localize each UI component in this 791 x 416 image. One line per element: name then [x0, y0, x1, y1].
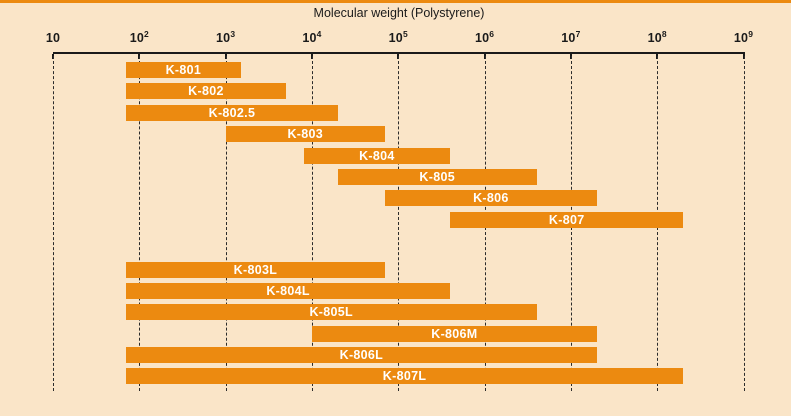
x-tick-label: 109: [733, 28, 754, 45]
bar-label: K-806M: [431, 327, 478, 341]
range-bar-k-802.5: K-802.5: [125, 105, 338, 121]
x-tick-label: 107: [561, 28, 581, 45]
x-tick-label: 105: [388, 28, 408, 45]
bar-label: K-805: [419, 170, 455, 184]
bar-label: K-801: [165, 63, 202, 77]
decade-gridline: [139, 56, 141, 391]
range-bar-k-806l: K-806L: [125, 347, 597, 363]
bar-label: K-803: [287, 127, 324, 141]
bar-label: K-803L: [233, 263, 278, 277]
bar-label: K-802: [188, 84, 224, 98]
range-bar-k-806: K-806: [384, 190, 597, 206]
range-bar-k-803: K-803: [225, 126, 385, 142]
range-bar-k-801: K-801: [125, 62, 241, 78]
range-bar-k-803l: K-803L: [125, 262, 385, 278]
x-tick-label: 10: [45, 31, 61, 45]
range-bar-k-807l: K-807L: [125, 368, 684, 384]
x-axis-line: [53, 52, 745, 54]
range-bar-k-806m: K-806M: [311, 326, 597, 342]
bar-label: K-802.5: [208, 106, 256, 120]
range-bar-k-802: K-802: [125, 83, 286, 99]
top-accent-strip: [0, 0, 791, 3]
x-tick-label: 108: [647, 28, 667, 45]
x-tick-label: 104: [302, 28, 322, 45]
decade-gridline: [311, 56, 313, 391]
decade-gridline: [743, 56, 745, 391]
bar-label: K-806L: [339, 348, 384, 362]
x-tick-label: 103: [216, 28, 236, 45]
decade-gridline: [398, 56, 400, 391]
range-bar-k-807: K-807: [450, 212, 684, 228]
range-bar-k-805l: K-805L: [125, 304, 537, 320]
chart-title: Molecular weight (Polystyrene): [313, 6, 485, 20]
range-bar-k-804l: K-804L: [125, 283, 451, 299]
decade-gridline: [225, 56, 227, 391]
x-tick-label: 106: [474, 28, 495, 45]
x-tick-label: 102: [129, 28, 149, 45]
range-bar-k-804: K-804: [303, 148, 451, 164]
bar-label: K-807: [548, 213, 585, 227]
bar-label: K-806: [473, 191, 509, 205]
bar-label: K-807L: [382, 369, 427, 383]
bar-label: K-805L: [309, 305, 353, 319]
bar-label: K-804: [359, 149, 395, 163]
decade-gridline: [53, 56, 54, 391]
bar-label: K-804L: [266, 284, 310, 298]
range-bar-k-805: K-805: [337, 169, 537, 185]
